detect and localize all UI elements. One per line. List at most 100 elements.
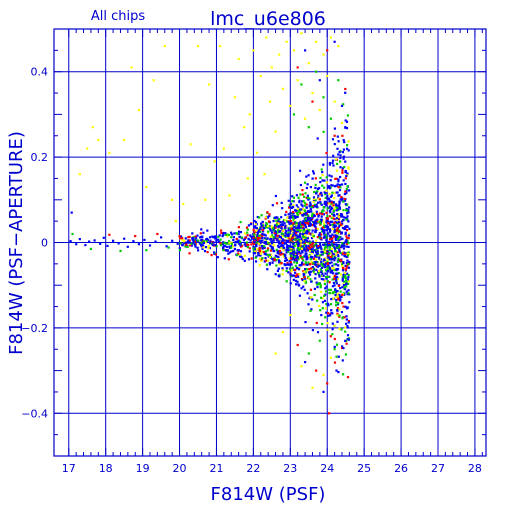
data-point	[285, 267, 288, 270]
data-point	[326, 227, 329, 230]
data-point	[223, 257, 226, 260]
data-point	[292, 196, 295, 199]
data-point	[191, 232, 194, 235]
data-point	[325, 285, 328, 288]
data-point	[299, 232, 302, 235]
data-point	[254, 225, 257, 228]
data-point	[193, 240, 197, 243]
data-point	[344, 160, 347, 163]
data-point	[302, 220, 305, 223]
data-point	[333, 228, 336, 231]
data-point	[339, 186, 342, 189]
data-point	[280, 227, 283, 230]
data-point	[311, 386, 314, 389]
x-tick-label: 23	[283, 462, 297, 475]
data-point	[303, 201, 307, 205]
data-point	[323, 294, 326, 297]
data-point	[219, 45, 222, 48]
data-point	[296, 79, 299, 82]
data-point	[343, 251, 346, 254]
data-point	[332, 214, 335, 217]
data-point	[298, 199, 301, 202]
data-point	[323, 186, 326, 189]
data-point	[295, 194, 298, 197]
data-point	[337, 178, 340, 181]
data-point	[190, 244, 193, 247]
data-point	[259, 226, 262, 229]
data-point	[222, 249, 225, 252]
data-point	[210, 242, 214, 245]
data-point	[272, 236, 275, 239]
data-point	[313, 271, 316, 274]
data-point	[344, 241, 347, 244]
data-point	[329, 236, 332, 239]
data-point	[305, 212, 308, 215]
data-point	[246, 177, 249, 180]
data-point	[181, 239, 184, 242]
data-point	[347, 208, 350, 212]
data-point	[202, 246, 205, 249]
data-point	[326, 195, 329, 198]
data-point	[309, 205, 312, 208]
data-point	[192, 236, 195, 239]
data-point	[324, 293, 327, 296]
data-point	[287, 263, 290, 266]
data-point	[285, 280, 288, 283]
data-point	[338, 204, 341, 207]
data-point	[323, 202, 326, 205]
data-point	[323, 299, 326, 302]
data-point	[171, 198, 174, 201]
data-point	[240, 256, 243, 259]
data-point	[285, 263, 288, 266]
data-point	[326, 219, 329, 222]
data-point	[345, 127, 349, 130]
data-point	[302, 199, 305, 203]
data-point	[341, 359, 344, 362]
data-point	[286, 233, 289, 236]
data-point	[315, 192, 318, 195]
data-point	[328, 187, 331, 190]
data-point	[335, 177, 338, 180]
data-point	[335, 263, 338, 266]
data-point	[347, 266, 350, 269]
data-point	[298, 201, 301, 204]
data-point	[315, 219, 318, 222]
data-point	[290, 256, 293, 259]
data-point	[334, 234, 337, 237]
data-point	[187, 236, 190, 239]
data-point	[331, 243, 334, 246]
data-point	[297, 242, 300, 245]
data-point	[254, 256, 257, 259]
data-point	[307, 210, 310, 213]
data-point	[327, 302, 330, 305]
data-point	[336, 230, 339, 233]
data-point	[235, 237, 238, 241]
data-point	[187, 239, 190, 242]
data-point	[305, 239, 309, 242]
data-point	[294, 234, 297, 237]
data-point	[345, 282, 348, 285]
data-point	[333, 185, 337, 188]
data-point	[274, 254, 277, 257]
data-point	[319, 181, 322, 184]
data-point	[258, 257, 261, 260]
data-point	[258, 264, 261, 267]
data-point	[214, 244, 217, 247]
data-point	[329, 223, 332, 226]
data-point	[292, 222, 295, 225]
data-point	[134, 235, 137, 238]
data-point	[320, 277, 323, 281]
data-point	[323, 243, 326, 246]
data-point	[346, 237, 349, 240]
data-point	[332, 297, 335, 300]
data-point	[198, 242, 201, 245]
data-point	[266, 242, 269, 245]
data-point	[186, 245, 189, 248]
data-point	[295, 234, 299, 237]
data-point	[324, 191, 327, 195]
data-point	[327, 266, 330, 269]
data-point	[344, 268, 348, 271]
data-point	[307, 214, 310, 217]
data-point	[297, 226, 300, 229]
